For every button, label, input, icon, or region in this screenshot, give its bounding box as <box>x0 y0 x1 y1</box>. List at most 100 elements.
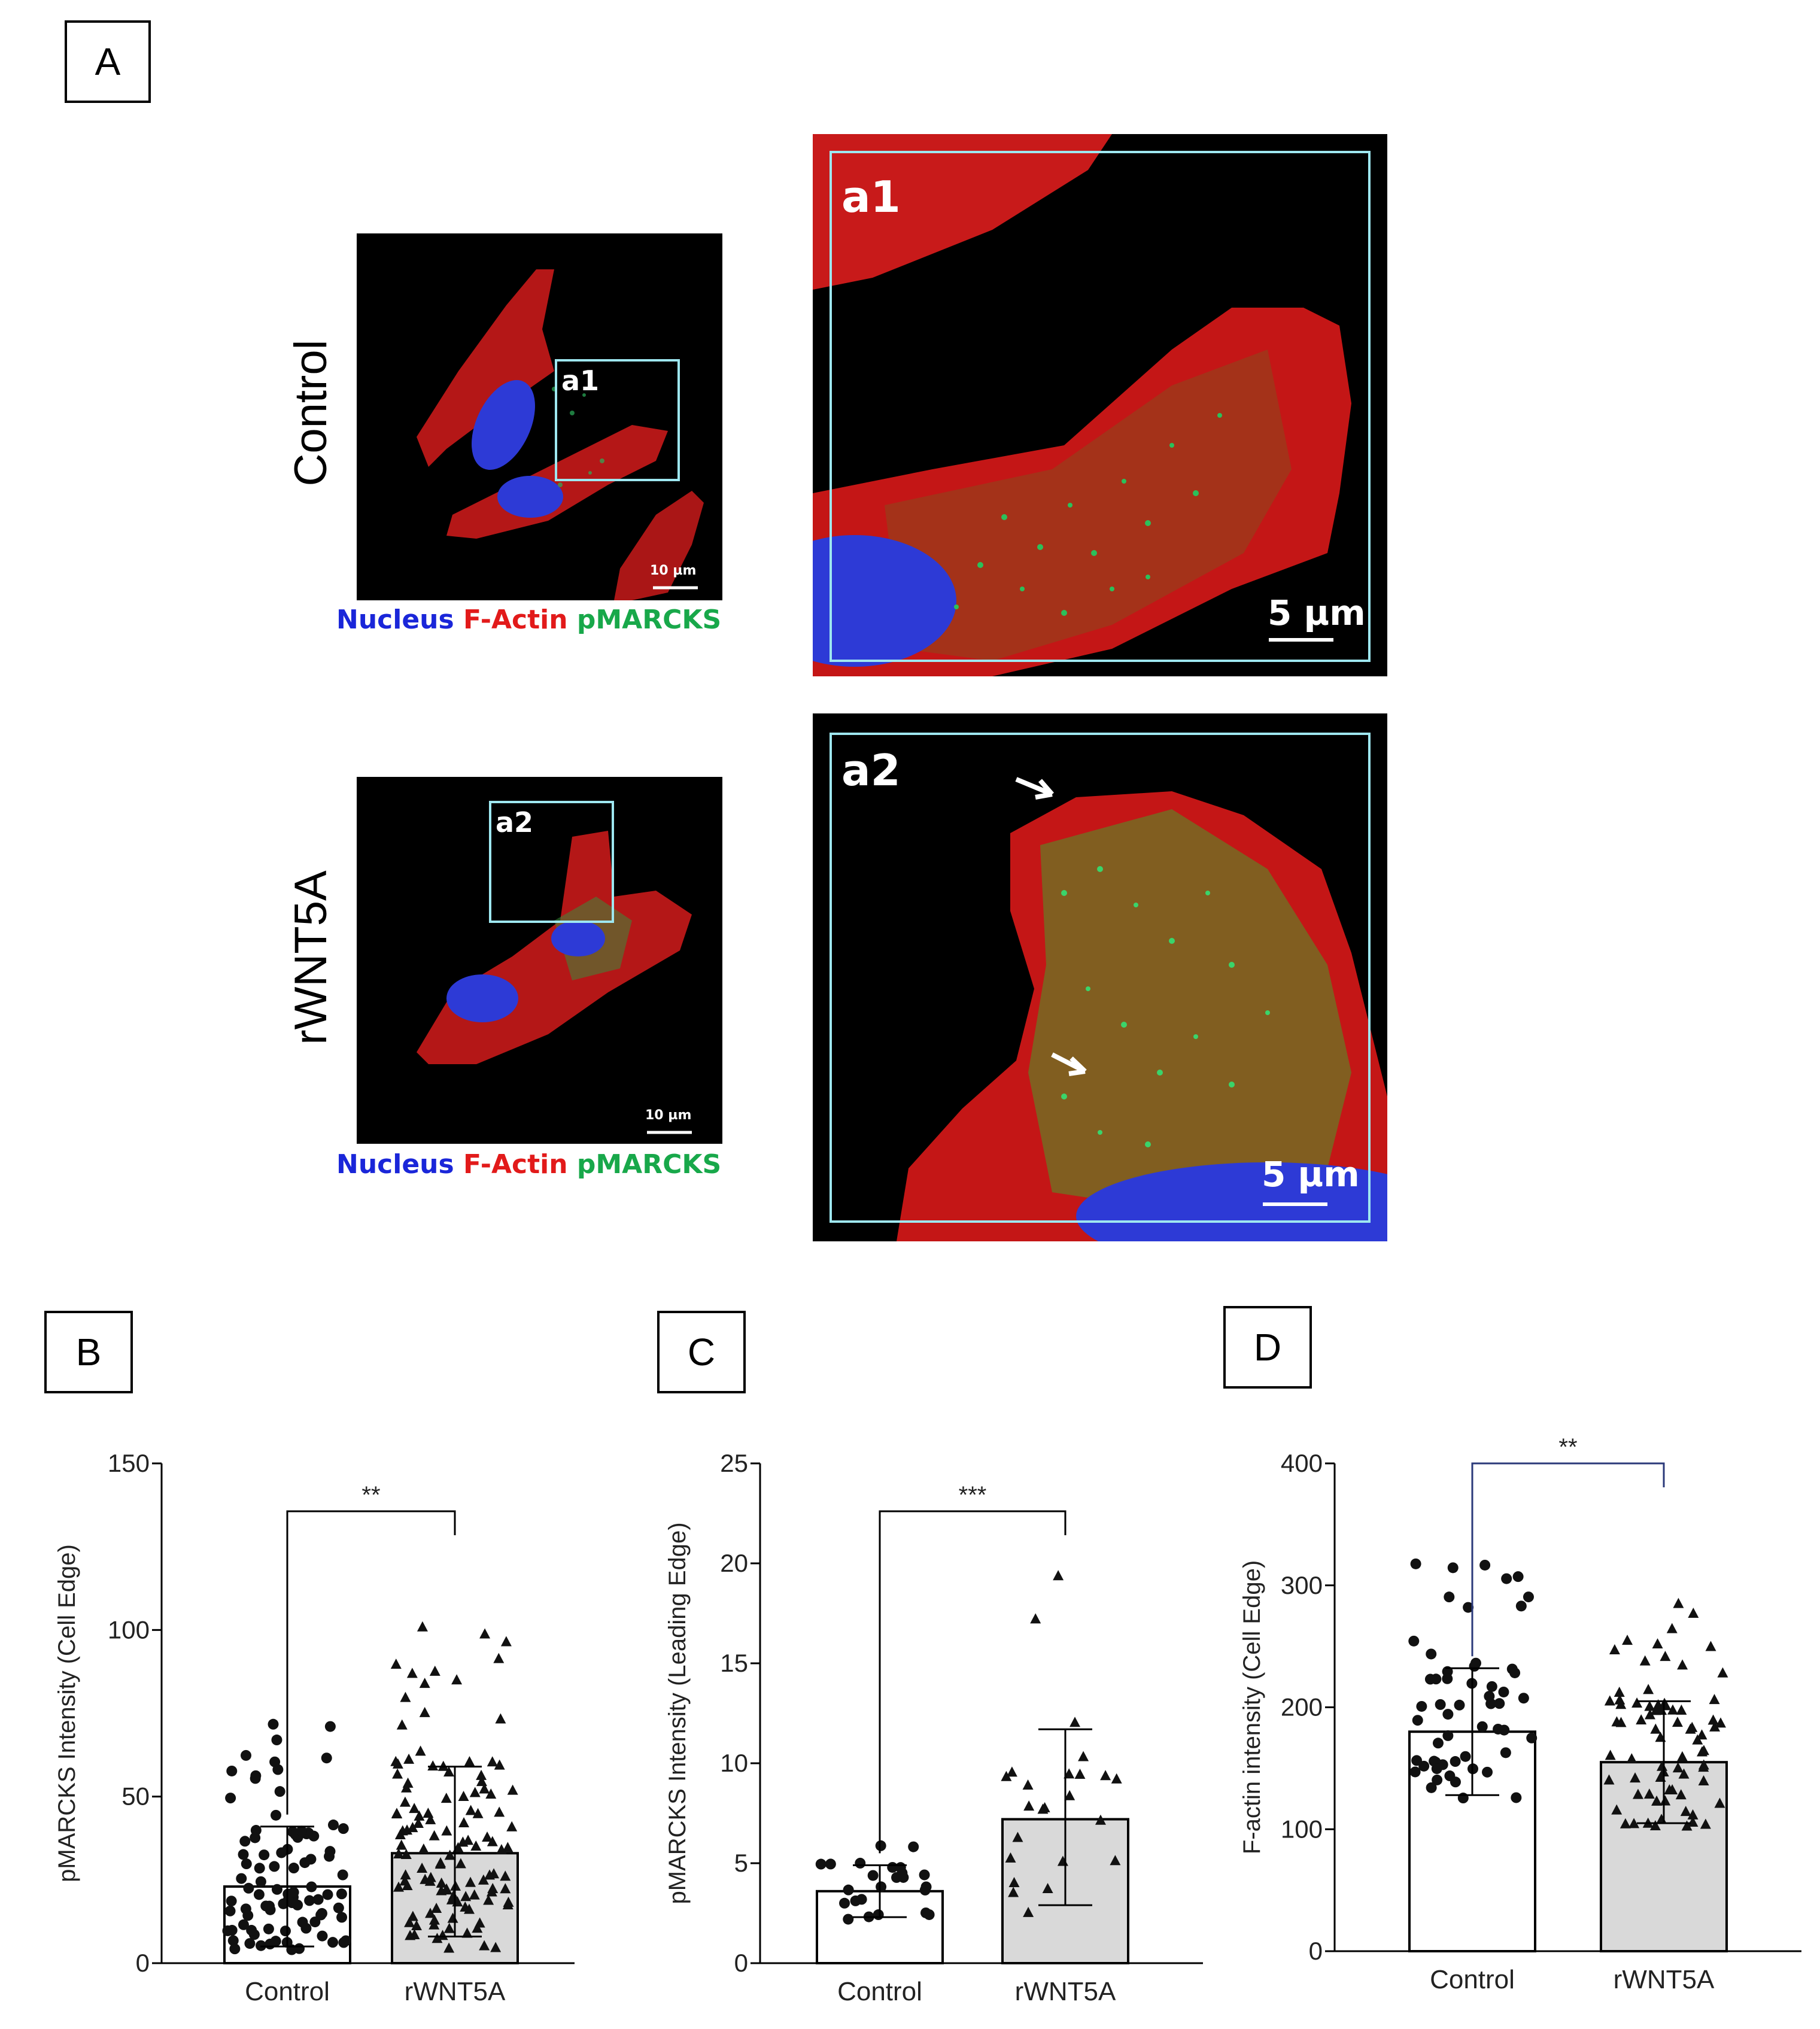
data-point <box>1660 1795 1671 1806</box>
data-point <box>476 1769 487 1780</box>
significance-label: ** <box>1558 1434 1577 1460</box>
legend-nucleus: Nucleus <box>336 1149 454 1180</box>
data-point <box>1454 1699 1465 1711</box>
data-point <box>1410 1558 1421 1569</box>
data-point <box>250 1770 262 1781</box>
data-point <box>495 1713 506 1724</box>
significance-label: *** <box>959 1482 987 1508</box>
panel-letter-d: D <box>1223 1306 1312 1389</box>
data-point <box>229 1943 241 1955</box>
data-point <box>1675 1789 1687 1800</box>
data-point <box>463 1903 475 1914</box>
row-label-rwnt5a: rWNT5A <box>285 870 336 1045</box>
data-point <box>496 1844 507 1855</box>
y-tick-label: 300 <box>1281 1571 1323 1599</box>
data-point <box>1447 1562 1459 1574</box>
data-point <box>479 1940 490 1951</box>
data-point <box>1493 1723 1504 1735</box>
data-point <box>271 1884 282 1895</box>
data-point <box>463 1834 474 1845</box>
data-point <box>1615 1717 1627 1727</box>
data-point <box>1039 1802 1050 1812</box>
data-point <box>1615 1699 1627 1709</box>
data-point <box>1692 1734 1703 1745</box>
data-point <box>1479 1559 1491 1571</box>
data-point <box>1680 1806 1691 1817</box>
data-point <box>1416 1700 1427 1712</box>
data-point <box>429 1830 440 1840</box>
data-point <box>1023 1906 1034 1917</box>
data-point <box>465 1805 476 1815</box>
data-point <box>1709 1694 1720 1705</box>
data-point <box>1430 1673 1442 1685</box>
data-point <box>1022 1779 1034 1790</box>
data-point <box>1001 1770 1012 1781</box>
data-point <box>338 1937 350 1948</box>
data-point <box>444 1849 455 1860</box>
y-tick-label: 25 <box>720 1449 748 1477</box>
data-point <box>1714 1797 1725 1808</box>
data-point <box>476 1776 487 1787</box>
data-point <box>279 1925 291 1937</box>
data-point <box>1681 1820 1693 1831</box>
data-point <box>1620 1818 1631 1828</box>
data-point <box>400 1849 412 1860</box>
chart-b: 0 50 100 150 pMARCKS Intensity (Cell Edge) Co… <box>54 1449 575 2006</box>
data-point <box>1632 1788 1643 1799</box>
data-point <box>479 1628 491 1639</box>
data-point <box>1509 1667 1521 1678</box>
data-point <box>429 1914 440 1925</box>
y-tick-label: 100 <box>108 1615 150 1644</box>
data-point <box>409 1803 420 1814</box>
data-point <box>1628 1818 1640 1828</box>
data-point <box>1614 1686 1625 1697</box>
significance-label: ** <box>361 1482 380 1508</box>
data-point <box>897 1867 908 1879</box>
data-point <box>1511 1792 1522 1803</box>
data-point <box>327 1937 339 1948</box>
y-axis-label: F-actin intensity (Cell Edge) <box>1239 1560 1265 1854</box>
data-point <box>1611 1804 1622 1815</box>
data-point <box>1411 1755 1423 1766</box>
data-point <box>424 1875 436 1886</box>
data-point <box>493 1653 505 1663</box>
data-point <box>1426 1782 1437 1793</box>
data-point <box>1515 1600 1527 1612</box>
data-point <box>316 1907 327 1919</box>
data-point <box>1649 1820 1661 1831</box>
panel-letter-b: B <box>44 1311 133 1393</box>
data-point <box>500 1883 511 1894</box>
data-point <box>479 1783 490 1794</box>
data-point <box>856 1894 867 1905</box>
inset-label-a2: a2 <box>496 806 533 839</box>
data-point <box>418 1843 429 1854</box>
data-point <box>1707 1714 1719 1725</box>
y-tick-label: 20 <box>720 1549 748 1577</box>
data-point <box>297 1916 308 1928</box>
data-point <box>270 1936 281 1947</box>
data-point <box>1482 1766 1493 1778</box>
data-point <box>502 1842 514 1852</box>
data-point <box>324 1721 336 1732</box>
data-point <box>486 1886 497 1897</box>
data-point <box>825 1858 836 1870</box>
data-point <box>406 1667 418 1678</box>
data-point <box>412 1817 424 1828</box>
data-point <box>306 1881 317 1893</box>
legend-pmarcks: pMARCKS <box>576 605 722 635</box>
data-point <box>1700 1818 1711 1829</box>
data-point <box>402 1880 413 1891</box>
data-point <box>296 1826 307 1837</box>
data-point <box>1432 1738 1444 1749</box>
arrow-icon <box>1015 777 1055 800</box>
data-point <box>333 1902 344 1913</box>
zoom-frame-a2 <box>830 733 1371 1223</box>
data-point <box>236 1873 247 1884</box>
data-point <box>338 1823 349 1834</box>
x-tick-label: Control <box>837 1977 922 2006</box>
data-point <box>875 1840 886 1851</box>
y-tick-label: 0 <box>1309 1937 1323 1965</box>
data-point <box>222 1925 233 1936</box>
data-point <box>1042 1883 1053 1894</box>
data-point <box>478 1874 489 1885</box>
